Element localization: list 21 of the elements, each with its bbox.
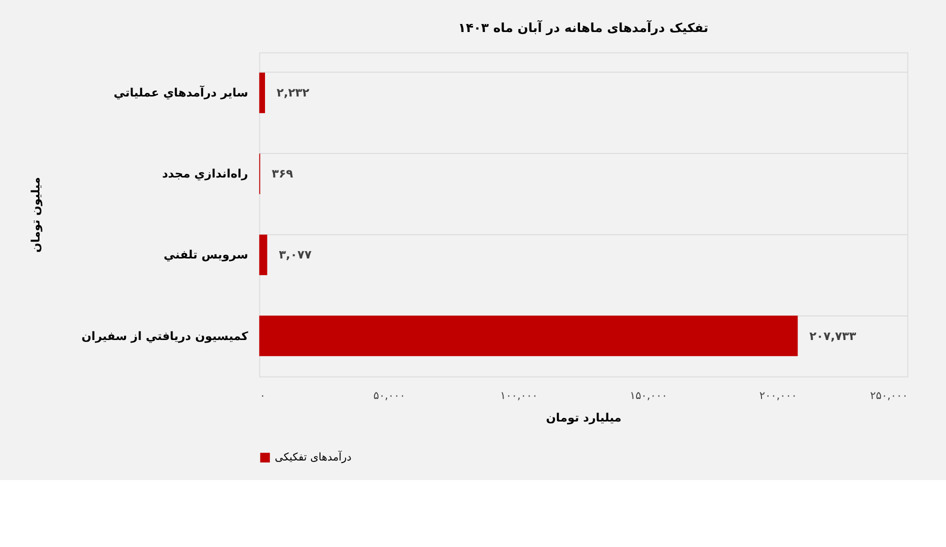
y-tick-label: کميسيون دريافتي از سفيران (81, 328, 248, 343)
data-label: ۲۰۷,۷۳۳ (809, 328, 856, 343)
x-tick-label: ۲۵۰,۰۰۰ (870, 389, 908, 402)
data-label: ۲,۲۳۲ (276, 86, 310, 100)
y-tick-label: سرويس تلفني (164, 248, 248, 262)
data-label: ۳۶۹ (272, 166, 294, 181)
x-tick-label: ۱۵۰,۰۰۰ (630, 389, 668, 402)
y-tick-label: ساير درآمدهاي عملياتي (114, 84, 248, 100)
chart-title: تفکیک درآمدهای ماهانه در آبان ماه ۱۴۰۳ (458, 20, 708, 36)
x-tick-label: ۲۰۰,۰۰۰ (759, 389, 797, 402)
legend-label: درآمدهای تفکیکی (274, 450, 352, 464)
y-tick-label: راه‌اندازي مجدد (162, 166, 248, 181)
y-axis-title: میلیون تومان (28, 177, 43, 253)
bar (259, 72, 266, 114)
bar (259, 316, 798, 356)
data-label: ۳,۰۷۷ (278, 248, 312, 262)
x-tick-label: ۵۰,۰۰۰ (373, 389, 406, 402)
x-axis-title: میلیارد تومان (546, 410, 622, 424)
x-tick-label: ۱۰۰,۰۰۰ (500, 389, 538, 402)
bar (259, 234, 268, 276)
x-tick-label: ۰ (260, 389, 266, 402)
